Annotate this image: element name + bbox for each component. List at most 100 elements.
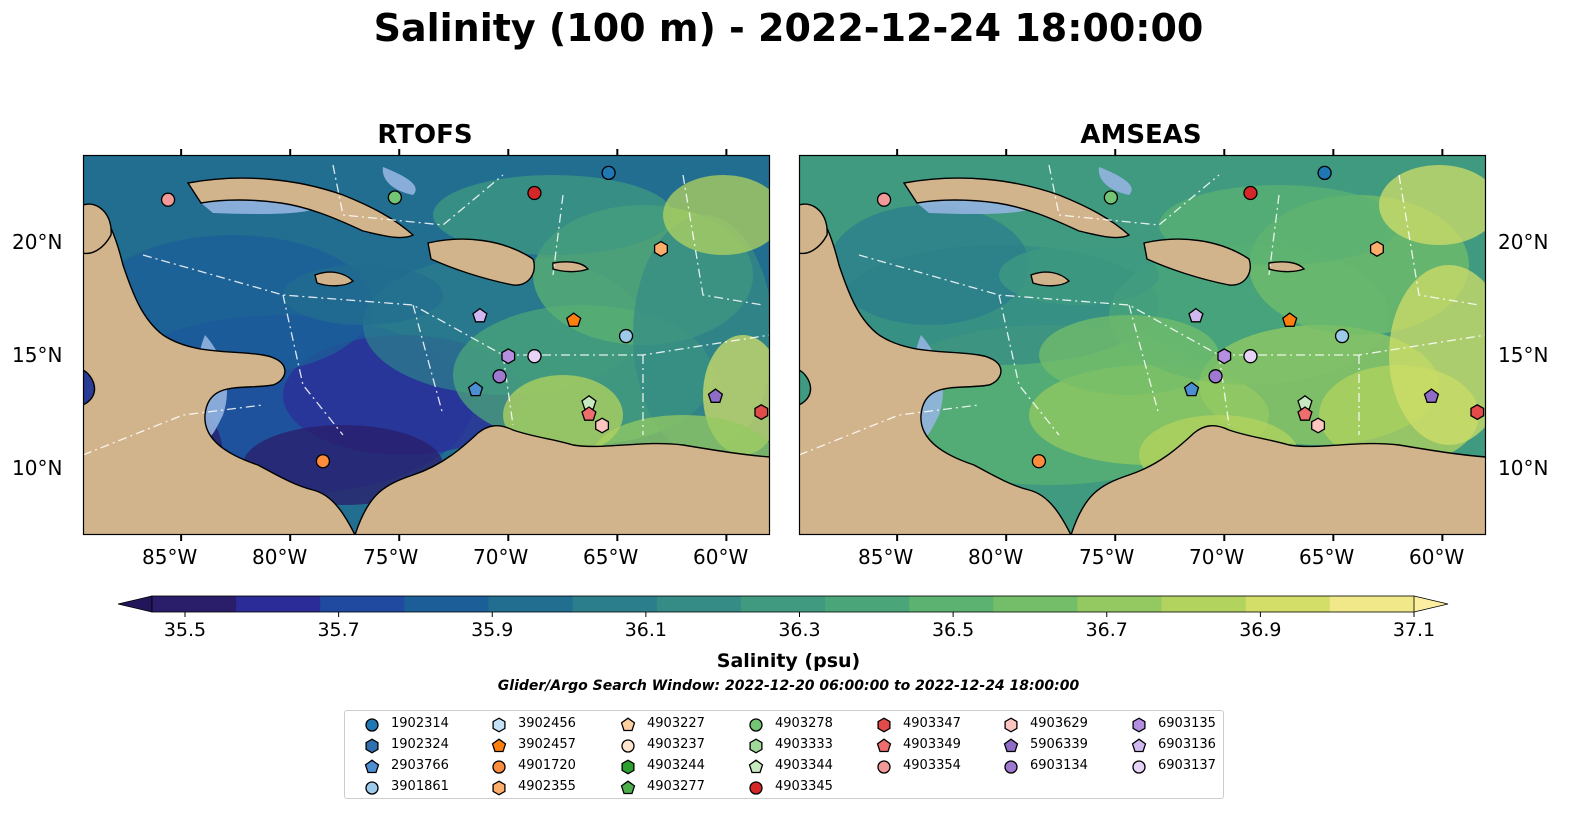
legend-marker-pentagon-icon	[364, 759, 380, 774]
legend-label: 1902314	[391, 716, 449, 731]
float-marker-2903766	[1183, 381, 1200, 397]
cuba-land	[186, 177, 415, 239]
float-marker-1902314	[1317, 165, 1332, 181]
legend-symbol	[364, 759, 380, 774]
legend-label: 4903349	[903, 737, 961, 752]
float-marker-6903137	[527, 349, 542, 364]
float-marker-4903349	[581, 406, 597, 421]
hispaniola-land	[1143, 238, 1251, 286]
colorbar-segment	[404, 596, 490, 612]
float-marker-3901861	[618, 328, 634, 344]
legend-label: 4903277	[647, 779, 705, 794]
float-marker-6903137	[1243, 349, 1258, 364]
boundary-line	[1128, 304, 1160, 416]
colorbar-tick-label: 36.9	[1239, 619, 1281, 641]
puerto-rico-land	[1268, 261, 1306, 273]
float-marker-4902355	[653, 240, 668, 257]
legend-symbol	[491, 738, 507, 753]
float-marker-4903345	[1243, 185, 1258, 201]
lat-label-10n-right: 10°N	[1498, 456, 1549, 480]
legend-marker-hexagon-icon	[1132, 717, 1146, 733]
legend-label: 4903237	[647, 737, 705, 752]
colorbar-label: Salinity (psu)	[716, 650, 861, 672]
colorbar-tick-label: 35.7	[317, 619, 359, 641]
panel-title-rtofs: RTOFS	[377, 120, 473, 150]
legend-symbol	[621, 759, 635, 775]
legend-symbol	[621, 739, 635, 753]
legend-symbol	[492, 717, 506, 733]
jamaica-land	[1030, 271, 1071, 287]
legend-symbol	[620, 717, 636, 732]
float-marker-3901861	[1334, 328, 1350, 344]
legend-symbol	[876, 738, 892, 753]
legend-marker-pentagon-icon	[1003, 738, 1019, 753]
legend-label: 4903244	[647, 758, 705, 773]
legend-symbol	[1131, 738, 1147, 753]
legend-symbol	[1004, 760, 1018, 774]
float-marker-3902457	[1282, 312, 1298, 327]
legend-label: 6903134	[1030, 758, 1088, 773]
colorbar-tick-label: 37.1	[1393, 619, 1435, 641]
float-marker-5906339	[1423, 388, 1440, 403]
legend-marker-circle-icon	[365, 718, 379, 732]
legend-symbol	[1003, 738, 1019, 753]
boundary-line	[502, 354, 514, 426]
legend-symbol	[877, 760, 891, 774]
lon-label-65w-rtofs: 65°W	[583, 545, 639, 569]
legend-marker-hexagon-icon	[749, 738, 763, 754]
legend-label: 4901720	[518, 758, 576, 773]
boundary-line	[858, 254, 1486, 356]
legend-label: 4903354	[903, 758, 961, 773]
legend-label: 1902324	[391, 737, 449, 752]
float-marker-6903136	[1188, 307, 1204, 323]
float-marker-6903135	[1217, 348, 1232, 365]
colorbar-segment	[572, 596, 658, 612]
legend-marker-pentagon-icon	[1131, 738, 1147, 753]
legend-label: 4903227	[647, 716, 705, 731]
legend-label: 4903333	[775, 737, 833, 752]
lon-label-60w-amseas: 60°W	[1409, 545, 1465, 569]
puerto-rico-land	[552, 261, 590, 273]
legend-marker-hexagon-icon	[621, 759, 635, 775]
legend-label: 6903135	[1158, 716, 1216, 731]
salinity-colorbar: 35.5 35.7 35.9 36.1 36.3 36.5 36.7 36.9 37.1	[117, 595, 1449, 641]
lon-label-75w-amseas: 75°W	[1079, 545, 1135, 569]
legend-symbol	[749, 718, 763, 732]
legend-marker-circle-icon	[365, 781, 379, 795]
legend-marker-pentagon-icon	[491, 738, 507, 753]
float-marker-2903766	[467, 381, 484, 397]
map-frame	[798, 154, 1487, 536]
legend-symbol	[877, 717, 891, 733]
legend-marker-circle-icon	[492, 760, 506, 774]
colorbar-segment	[236, 596, 321, 612]
float-marker-6903135	[501, 348, 516, 365]
lon-label-80w-amseas: 80°W	[968, 545, 1024, 569]
legend-symbol	[1132, 760, 1146, 774]
colorbar-segment	[1161, 596, 1247, 612]
legend-marker-pentagon-icon	[620, 780, 636, 795]
legend-marker-circle-icon	[749, 718, 763, 732]
boundary-line	[1398, 174, 1480, 306]
legend-label: 3901861	[391, 779, 449, 794]
colorbar-segment	[1077, 596, 1163, 612]
legend-label: 4903629	[1030, 716, 1088, 731]
salinity-region	[1389, 265, 1486, 445]
legend-label: 4902355	[518, 779, 576, 794]
boundary-line	[998, 294, 1060, 436]
colorbar-segment	[488, 596, 574, 612]
legend-label: 3902457	[518, 737, 576, 752]
boundary-line	[332, 164, 504, 226]
legend-marker-hexagon-icon	[365, 738, 379, 754]
lon-label-75w-rtofs: 75°W	[363, 545, 419, 569]
legend-marker-pentagon-icon	[620, 717, 636, 732]
search-window-text: Glider/Argo Search Window: 2022-12-20 06…	[497, 678, 1080, 694]
colorbar-segment	[1329, 596, 1415, 612]
float-marker-4903278	[1103, 190, 1119, 205]
salinity-region	[663, 175, 770, 255]
south-america-land	[354, 425, 770, 535]
colorbar-outline	[151, 595, 1415, 613]
boundary-line	[142, 254, 770, 356]
float-marker-5906339	[707, 388, 724, 403]
legend-label: 3902456	[518, 716, 576, 731]
colorbar-extend-low	[117, 595, 153, 613]
